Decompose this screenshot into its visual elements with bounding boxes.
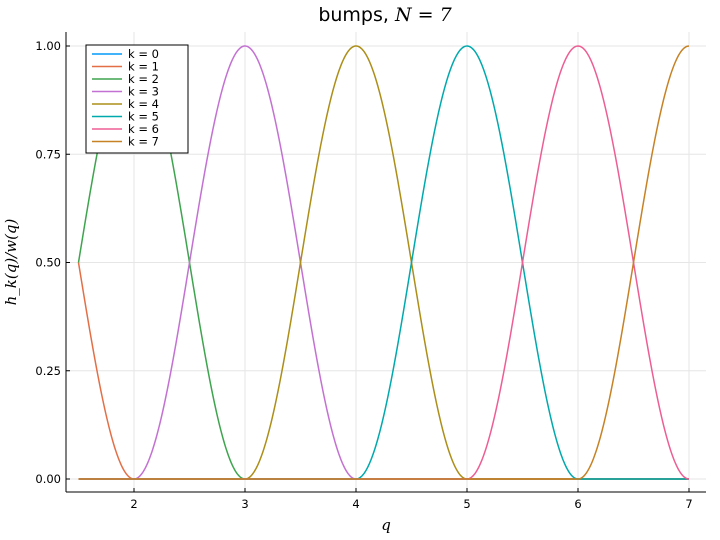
y-tick-label: 1.00: [35, 39, 61, 53]
chart-title-math: N = 7: [394, 4, 453, 26]
legend-label: k = 7: [128, 135, 159, 149]
chart-title: bumps, N = 7: [318, 4, 452, 26]
y-tick-label: 0.25: [35, 364, 61, 378]
y-tick-label: 0.50: [35, 256, 61, 270]
x-tick-label: 7: [685, 497, 692, 511]
legend-label: k = 1: [128, 60, 159, 74]
x-tick-label: 3: [241, 497, 248, 511]
y-tick-label: 0.00: [35, 472, 61, 486]
x-axis-label: q: [381, 516, 391, 534]
legend-box: [85, 44, 189, 154]
legend-label: k = 6: [128, 122, 159, 136]
y-axis-label: h_k(q)/w(q): [2, 218, 20, 305]
chart-title-prefix: bumps,: [318, 4, 395, 26]
legend-label: k = 2: [128, 72, 159, 86]
x-tick-label: 4: [352, 497, 359, 511]
y-tick-label: 0.75: [35, 147, 61, 161]
legend: k = 0k = 1k = 2k = 3k = 4k = 5k = 6k = 7: [85, 44, 189, 154]
x-tick-label: 2: [130, 497, 137, 511]
legend-label: k = 0: [128, 47, 159, 61]
x-tick-label: 5: [463, 497, 470, 511]
axes: 2 3 4 5 6 7 0.00 0.25 0.50 0.75 1.00: [35, 32, 706, 511]
legend-label: k = 5: [128, 110, 159, 124]
legend-label: k = 3: [128, 85, 159, 99]
series-lines: [77, 45, 690, 480]
legend-label: k = 4: [128, 97, 159, 111]
series-line-k7: [78, 45, 690, 480]
x-tick-label: 6: [574, 497, 581, 511]
